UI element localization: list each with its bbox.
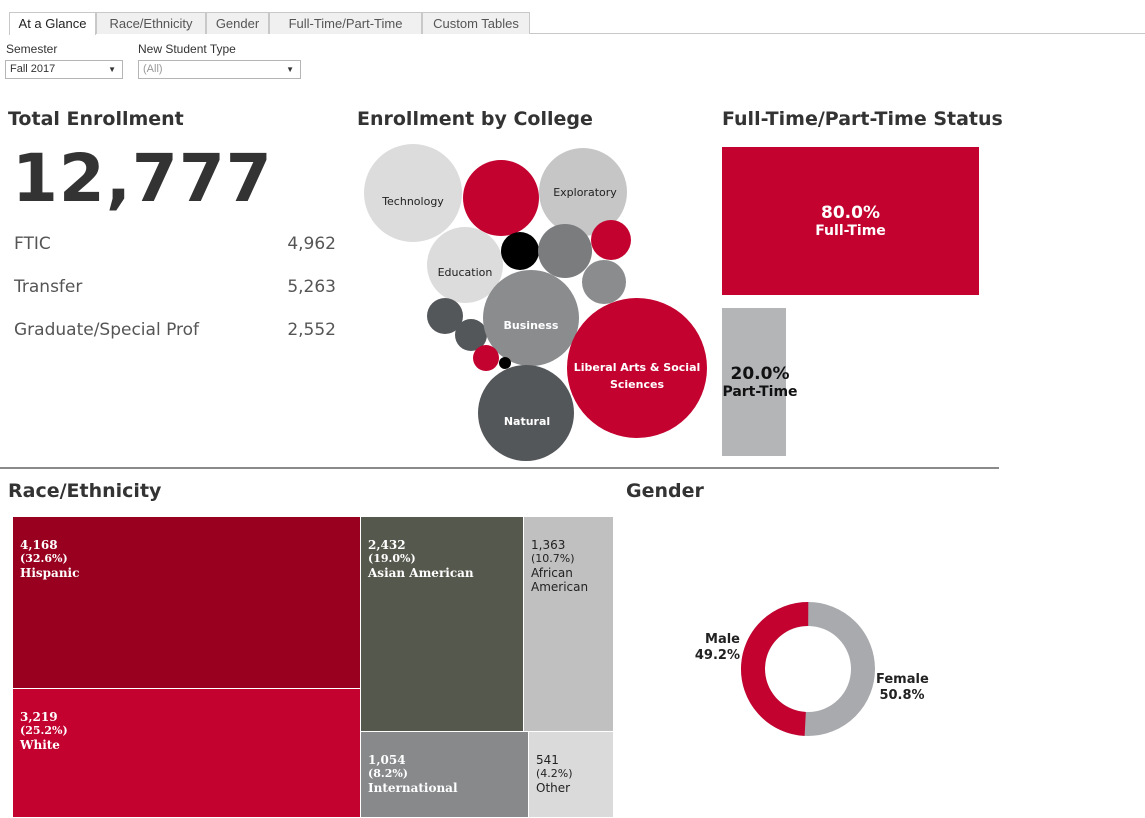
stat-value: 5,263	[287, 277, 336, 297]
bubble-label-exploratory: Exploratory	[553, 186, 617, 199]
stat-value: 2,552	[287, 320, 336, 340]
treemap-percent: (19.0%)	[368, 552, 416, 565]
bubble-label-liberal-arts-1: Liberal Arts & Social	[574, 361, 701, 374]
tab-custom-tables[interactable]: Custom Tables	[422, 12, 530, 34]
college-bubble-chart: Technology Exploratory Education Busines…	[364, 144, 707, 461]
treemap-cell-asian-american[interactable]: 2,432 (19.0%) Asian American	[361, 517, 524, 732]
bubble-technology[interactable]	[364, 144, 462, 242]
bubble-label-business: Business	[504, 319, 559, 332]
treemap-cell-international[interactable]: 1,054 (8.2%) International	[361, 732, 529, 818]
treemap-percent: (25.2%)	[20, 724, 68, 737]
bubble-exploratory[interactable]	[539, 148, 627, 236]
treemap-count: 3,219	[20, 710, 58, 724]
treemap-name: African American	[531, 566, 589, 594]
full-time-bar[interactable]: 80.0% Full-Time	[722, 147, 979, 295]
gender-title: Gender	[626, 480, 704, 502]
college-chart-title: Enrollment by College	[357, 108, 593, 130]
treemap-percent: (8.2%)	[368, 767, 408, 780]
treemap-cell-white[interactable]: 3,219 (25.2%) White	[13, 689, 361, 818]
male-label: Male	[705, 632, 740, 647]
bubble-liberal-arts[interactable]	[567, 298, 707, 438]
bubble-college-gray-1[interactable]	[538, 224, 592, 278]
bubble-college-red-2[interactable]	[591, 220, 631, 260]
treemap-name: International	[368, 781, 458, 795]
stat-label: Graduate/Special Prof	[14, 320, 200, 340]
gender-donut-chart	[741, 602, 875, 736]
treemap-cell-other[interactable]: 541 (4.2%) Other	[529, 732, 614, 818]
stat-row-ftic: FTIC 4,962	[14, 234, 336, 258]
bubble-college-gray-2[interactable]	[582, 260, 626, 304]
treemap-cell-hispanic[interactable]: 4,168 (32.6%) Hispanic	[13, 517, 361, 689]
treemap-name: Other	[536, 781, 571, 795]
female-label: Female	[876, 672, 929, 687]
tab-full-time-part-time[interactable]: Full-Time/Part-Time	[269, 12, 422, 34]
stat-row-graduate: Graduate/Special Prof 2,552	[14, 320, 336, 344]
gender-label-male: Male 49.2%	[690, 632, 740, 664]
treemap-name: White	[20, 738, 60, 752]
treemap-count: 1,363	[531, 538, 566, 552]
treemap-percent: (4.2%)	[536, 767, 573, 780]
status-title: Full-Time/Part-Time Status	[722, 108, 1003, 130]
dashboard-tabs: At a Glance Race/Ethnicity Gender Full-T…	[9, 12, 1145, 35]
semester-label: Semester	[6, 42, 58, 56]
treemap-percent: (32.6%)	[20, 552, 68, 565]
treemap-count: 4,168	[20, 538, 58, 552]
male-percent: 49.2%	[694, 648, 740, 663]
bubble-label-education: Education	[438, 266, 493, 279]
chevron-down-icon: ▼	[286, 65, 294, 74]
bubble-education[interactable]	[427, 227, 503, 303]
bubble-college-black[interactable]	[501, 232, 539, 270]
female-percent: 50.8%	[879, 688, 925, 703]
bubble-college-dark-2[interactable]	[455, 319, 487, 351]
student-type-label: New Student Type	[138, 42, 236, 56]
semester-value: Fall 2017	[10, 63, 56, 75]
race-ethnicity-title: Race/Ethnicity	[8, 480, 162, 502]
section-divider	[0, 467, 999, 469]
bubble-label-liberal-arts-2: Sciences	[610, 378, 664, 391]
bubble-label-natural: Natural	[504, 415, 550, 428]
treemap-cell-african-american[interactable]: 1,363 (10.7%) African American	[524, 517, 614, 732]
part-time-percent: 20.0%	[730, 364, 790, 384]
semester-select[interactable]: Fall 2017 ▼	[5, 60, 123, 79]
stat-label: Transfer	[14, 277, 83, 297]
stat-value: 4,962	[287, 234, 336, 254]
student-type-value: (All)	[143, 63, 163, 75]
stat-row-transfer: Transfer 5,263	[14, 277, 336, 301]
full-time-percent: 80.0%	[821, 203, 880, 223]
tab-race-ethnicity[interactable]: Race/Ethnicity	[96, 12, 206, 34]
stat-label: FTIC	[14, 234, 51, 254]
treemap-count: 541	[536, 753, 559, 767]
bubble-business[interactable]	[483, 270, 579, 366]
full-time-label: Full-Time	[815, 223, 886, 239]
tab-gender[interactable]: Gender	[206, 12, 269, 34]
bubble-college-red-3[interactable]	[473, 345, 499, 371]
tab-at-a-glance[interactable]: At a Glance	[9, 12, 96, 35]
treemap-name: Hispanic	[20, 566, 80, 580]
total-enrollment-value: 12,777	[12, 140, 273, 217]
bubble-label-technology: Technology	[381, 195, 444, 208]
bubble-college-dark-1[interactable]	[427, 298, 463, 334]
bubble-college-red-1[interactable]	[463, 160, 539, 236]
bubble-college-black-small[interactable]	[499, 357, 511, 369]
part-time-label: Part-Time	[722, 384, 798, 400]
part-time-bar[interactable]	[722, 308, 786, 456]
student-type-select[interactable]: (All) ▼	[138, 60, 301, 79]
total-enrollment-title: Total Enrollment	[8, 108, 184, 130]
treemap-count: 1,054	[368, 753, 406, 767]
treemap-name: Asian American	[368, 566, 474, 580]
treemap-percent: (10.7%)	[531, 552, 575, 565]
chevron-down-icon: ▼	[108, 65, 116, 74]
part-time-text: 20.0% Part-Time	[722, 362, 798, 402]
bubble-natural[interactable]	[478, 365, 574, 461]
treemap-count: 2,432	[368, 538, 406, 552]
gender-label-female: Female 50.8%	[876, 672, 929, 704]
